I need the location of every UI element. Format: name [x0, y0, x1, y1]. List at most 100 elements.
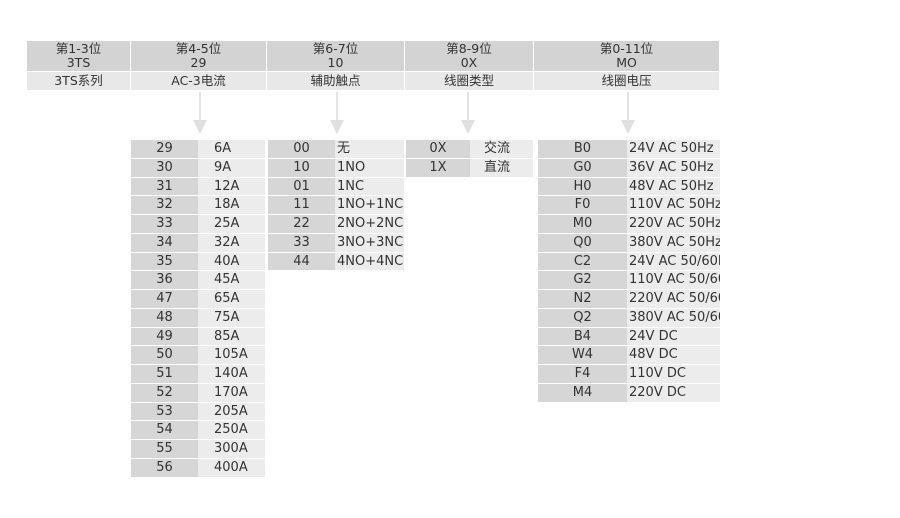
table-row: 1X 直流 — [406, 158, 533, 178]
table-row: M4 220V DC — [538, 383, 720, 403]
table-row: 33 3NO+3NC — [268, 233, 404, 253]
table-row: 35 40A — [131, 252, 265, 272]
code-cell: 50 — [131, 346, 198, 364]
value-cell: 40A — [198, 252, 265, 271]
value-cell: 110V AC 50Hz — [627, 196, 720, 214]
value-cell: 9A — [198, 158, 265, 177]
value-cell: 45A — [198, 271, 265, 289]
table-row: 54 250A — [131, 421, 265, 440]
position-label: 第0-11位 — [599, 41, 654, 56]
value-cell: 4NO+4NC — [335, 252, 404, 271]
code-cell: 35 — [131, 252, 198, 271]
code-cell: F0 — [538, 196, 627, 214]
table-row: 33 25A — [131, 215, 265, 234]
value-cell: 无 — [335, 140, 404, 158]
code-cell: 0X — [406, 140, 470, 158]
position-label: 第8-9位 — [446, 41, 492, 56]
table-row: 31 12A — [131, 177, 265, 197]
table-row: 11 1NO+1NC — [268, 196, 404, 215]
value-cell: 2NO+2NC — [335, 215, 404, 233]
value-cell: 205A — [198, 402, 265, 421]
table-row: 55 300A — [131, 440, 265, 459]
value-cell: 48V DC — [627, 346, 720, 364]
code-label: 10 — [327, 55, 344, 70]
code-cell: 29 — [131, 140, 198, 158]
value-cell: 交流 — [470, 140, 533, 158]
code-cell: 55 — [131, 440, 198, 458]
table-row: Q0 380V AC 50Hz — [538, 233, 720, 253]
code-cell: Q2 — [538, 308, 627, 327]
table-row: 36 45A — [131, 271, 265, 290]
code-cell: 32 — [131, 196, 198, 214]
table-row: 0X 交流 — [406, 140, 533, 159]
code-cell: 36 — [131, 271, 198, 289]
code-cell: M0 — [538, 215, 627, 233]
value-cell: 1NO+1NC — [335, 196, 404, 214]
current-table: 29 6A 30 9A 31 12A 32 18A 33 25A 34 32A 35 40A 36 45A 47… — [131, 140, 265, 478]
code-label: 29 — [190, 55, 207, 70]
table-row: F0 110V AC 50Hz — [538, 196, 720, 215]
position-label: 第1-3位 — [55, 41, 102, 56]
code-cell: B4 — [538, 327, 627, 346]
value-cell: 75A — [198, 308, 265, 327]
table-row: M0 220V AC 50Hz — [538, 215, 720, 234]
code-cell: G0 — [538, 158, 627, 177]
coil-voltage-table: B0 24V AC 50Hz G0 36V AC 50Hz H0 48V AC 50Hz F… — [538, 140, 720, 403]
value-cell: 48V AC 50Hz — [627, 177, 720, 196]
value-cell: 25A — [198, 215, 265, 233]
table-row: 22 2NO+2NC — [268, 215, 404, 234]
code-label: 3TS — [66, 55, 91, 70]
value-cell: 3NO+3NC — [335, 233, 404, 252]
header-col-aux: 第6-7位 10 辅助触点 — [267, 41, 404, 90]
value-cell: 140A — [198, 365, 265, 383]
meaning-label: AC-3电流 — [131, 72, 266, 90]
code-cell: 48 — [131, 308, 198, 327]
code-cell: 11 — [268, 196, 335, 214]
table-row: 34 32A — [131, 233, 265, 253]
code-cell: B0 — [538, 140, 627, 158]
value-cell: 1NC — [335, 177, 404, 196]
table-row: F4 110V DC — [538, 365, 720, 384]
header-col-coil-type: 第8-9位 0X 线圈类型 — [405, 41, 533, 90]
code-cell: W4 — [538, 346, 627, 364]
table-row: 29 6A — [131, 140, 265, 159]
table-row: 44 4NO+4NC — [268, 252, 404, 272]
value-cell: 105A — [198, 346, 265, 364]
value-cell: 220V AC 50Hz — [627, 215, 720, 233]
value-cell: 220V AC 50/60Hz — [627, 290, 720, 308]
table-row: 30 9A — [131, 158, 265, 178]
code-cell: 49 — [131, 327, 198, 346]
value-cell: 32A — [198, 233, 265, 252]
value-cell: 400A — [198, 458, 265, 477]
value-cell: 24V AC 50/60Hz — [627, 252, 720, 271]
value-cell: 85A — [198, 327, 265, 346]
code-cell: G2 — [538, 271, 627, 289]
table-row: 52 170A — [131, 383, 265, 403]
meaning-label: 3TS系列 — [27, 72, 130, 90]
value-cell: 65A — [198, 290, 265, 308]
table-row: G0 36V AC 50Hz — [538, 158, 720, 178]
table-row: 51 140A — [131, 365, 265, 384]
value-cell: 220V DC — [627, 383, 720, 402]
value-cell: 380V AC 50/60Hz — [627, 308, 720, 327]
header-col-current: 第4-5位 29 AC-3电流 — [131, 41, 266, 90]
value-cell: 6A — [198, 140, 265, 158]
code-cell: N2 — [538, 290, 627, 308]
code-cell: 00 — [268, 140, 335, 158]
code-label: 0X — [460, 55, 478, 70]
code-label: MO — [616, 55, 637, 70]
value-cell: 18A — [198, 196, 265, 214]
code-cell: 30 — [131, 158, 198, 177]
code-cell: 56 — [131, 458, 198, 477]
table-row: W4 48V DC — [538, 346, 720, 365]
value-cell: 24V AC 50Hz — [627, 140, 720, 158]
code-cell: 1X — [406, 158, 470, 177]
table-row: H0 48V AC 50Hz — [538, 177, 720, 197]
table-row: 48 75A — [131, 308, 265, 328]
code-cell: 31 — [131, 177, 198, 196]
header-col-coil-voltage: 第0-11位 MO 线圈电压 — [534, 41, 719, 90]
code-cell: 54 — [131, 421, 198, 439]
value-cell: 24V DC — [627, 327, 720, 346]
